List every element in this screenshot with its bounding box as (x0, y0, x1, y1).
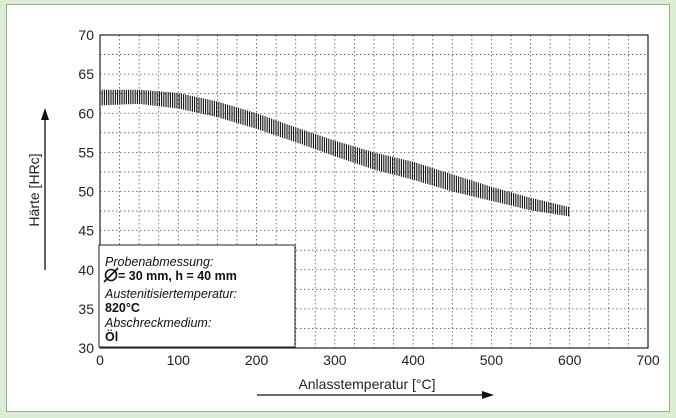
y-tick-label: 50 (78, 184, 94, 200)
y-tick-label: 70 (78, 27, 94, 43)
info-value-quench: Öl (105, 329, 118, 344)
y-tick-label: 55 (78, 144, 94, 160)
plot-border (99, 34, 649, 349)
info-value-austenitizing: 820°C (105, 301, 140, 315)
x-tick-label: 200 (245, 352, 269, 368)
x-axis-title: Anlasstemperatur [°C] (257, 376, 494, 399)
y-tick-label: 60 (78, 105, 94, 121)
x-tick-label: 0 (96, 352, 104, 368)
x-tick-label: 100 (167, 352, 191, 368)
info-label-quench: Abschreckmedium: (104, 316, 211, 330)
x-tick-label: 700 (636, 352, 660, 368)
y-tick-label: 35 (78, 301, 94, 317)
x-tick-label: 400 (401, 352, 425, 368)
diameter-icon (103, 267, 119, 283)
y-tick-label: 45 (78, 223, 94, 239)
x-tick-label: 600 (558, 352, 582, 368)
info-value-dimensions: = 30 mm, h = 40 mm (118, 269, 237, 283)
y-tick-labels: 30 35 40 45 50 55 60 65 70 (78, 27, 94, 356)
y-axis-label: Härte [HRc] (26, 153, 42, 226)
hardness-band (99, 89, 570, 217)
y-tick-label: 40 (78, 262, 94, 278)
x-axis-label: Anlasstemperatur [°C] (298, 376, 435, 392)
y-axis-title: Härte [HRc] (26, 108, 49, 270)
info-label-austenitizing: Austenitisiertemperatur: (104, 287, 237, 301)
x-tick-label: 500 (480, 352, 504, 368)
info-label-dimensions: Probenabmessung: (105, 255, 213, 269)
x-tick-label: 300 (323, 352, 347, 368)
y-tick-label: 30 (78, 340, 94, 356)
info-box: Probenabmessung: = 30 mm, h = 40 mm Aust… (98, 244, 296, 348)
y-tick-label: 65 (78, 66, 94, 82)
x-tick-labels: 0 100 200 300 400 500 600 700 (96, 352, 660, 368)
